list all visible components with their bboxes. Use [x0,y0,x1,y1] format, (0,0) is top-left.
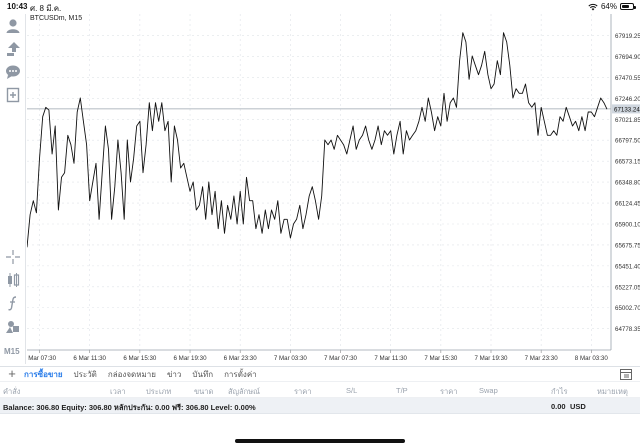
y-tick-label: 65451.40 [615,263,640,270]
crosshair-icon[interactable] [4,248,22,266]
y-tick-label: 66348.80 [615,180,640,187]
tab-journal[interactable]: บันทึก [192,369,214,379]
chat-icon[interactable] [4,63,22,81]
balance-currency: USD [570,402,586,411]
column-profit: กำไร [551,387,568,396]
column-comment: หมายเหตุ [597,387,628,396]
objects-icon[interactable] [4,317,22,335]
x-tick-label: 6 Mar 23:30 [224,355,258,362]
column-time: เวลา [110,387,126,396]
terminal-tabs: + การซื้อขาย ประวัติ กล่องจดหมาย ข่าว บั… [0,366,640,382]
chart-symbol-label: BTCUSDm, M15 [30,15,83,22]
price-series-line [27,32,608,248]
tab-mailbox[interactable]: กล่องจดหมาย [107,369,156,379]
y-tick-label: 65900.10 [615,221,640,228]
battery-fill [622,5,630,8]
left-toolbar: M15 [0,14,26,364]
status-date: ศ. 8 มี.ค. [30,4,62,13]
column-volume: ขนาด [194,387,214,396]
x-tick-label: 8 Mar 03:30 [575,355,609,362]
y-tick-label: 64778.35 [615,326,640,333]
chart-canvas[interactable]: 67919.25 67694.90 67470.55 67246.20 67021.85… [27,14,640,366]
tab-news[interactable]: ข่าว [166,369,182,379]
x-tick-label: 7 Mar 15:30 [424,355,458,362]
y-tick-label: 66573.15 [615,159,640,166]
column-sl: S/L [346,386,358,395]
add-tab-button[interactable]: + [8,366,16,381]
current-price-label: 67133.24 [614,106,640,113]
trade-icon[interactable] [4,40,22,58]
person-icon[interactable] [4,17,22,35]
column-symbol: สัญลักษณ์ [228,387,261,396]
y-tick-label: 65002.70 [615,305,640,312]
status-bar: 10:43 ศ. 8 มี.ค. 64% [0,0,640,14]
balance-row: Balance: 306.80 Equity: 306.80 หลักประกั… [0,398,640,414]
column-swap: Swap [479,386,498,395]
y-tick-label: 65675.75 [615,242,640,249]
y-tick-label: 67694.90 [615,54,640,61]
x-tick-label: 7 Mar 19:30 [474,355,508,362]
x-tick-label: 7 Mar 11:30 [374,355,407,362]
battery-icon [620,3,636,10]
status-time: 10:43 [7,2,28,11]
y-tick-label: 65227.05 [615,284,640,291]
status-right-group: 64% [588,2,636,11]
balance-summary: Balance: 306.80 Equity: 306.80 หลักประกั… [3,403,256,412]
x-tick-label: 7 Mar 03:30 [274,355,308,362]
x-tick-label: 7 Mar 07:30 [324,355,358,362]
y-tick-label: 67246.20 [615,96,640,103]
x-tick-label: 6 Mar 07:30 [27,355,57,362]
price-chart[interactable]: 67919.25 67694.90 67470.55 67246.20 67021.85… [27,14,640,366]
column-order: คำสั่ง [3,387,21,396]
y-tick-label: 66124.45 [615,201,640,208]
y-tick-label: 67021.85 [615,117,640,124]
new-document-icon[interactable] [4,86,22,104]
function-icon[interactable] [4,294,22,312]
indicators-icon[interactable] [4,271,22,289]
column-type: ประเภท [146,387,172,396]
y-tick-label: 66797.50 [615,138,640,145]
x-tick-label: 6 Mar 11:30 [73,355,106,362]
timeframe-label[interactable]: M15 [4,347,20,356]
home-indicator [235,439,405,443]
wifi-icon [588,3,598,10]
tab-history[interactable]: ประวัติ [73,369,97,379]
tab-settings[interactable]: การตั้งค่า [224,369,257,379]
balance-profit: 0.00 [551,402,566,411]
column-tp: T/P [396,386,408,395]
x-tick-label: 6 Mar 15:30 [123,355,157,362]
y-tick-label: 67470.55 [615,75,640,82]
column-current-price: ราคา [440,387,458,396]
toolbox-panel-icon[interactable] [620,369,632,380]
orders-table-header: คำสั่ง เวลา ประเภท ขนาด สัญลักษณ์ ราคา S… [0,382,640,398]
tab-trade[interactable]: การซื้อขาย [24,369,63,379]
x-tick-label: 6 Mar 19:30 [174,355,208,362]
column-price: ราคา [294,387,312,396]
battery-percent: 64% [600,2,617,11]
current-price-tag [612,104,640,114]
x-tick-label: 7 Mar 23:30 [525,355,559,362]
y-tick-label: 67919.25 [615,33,640,40]
